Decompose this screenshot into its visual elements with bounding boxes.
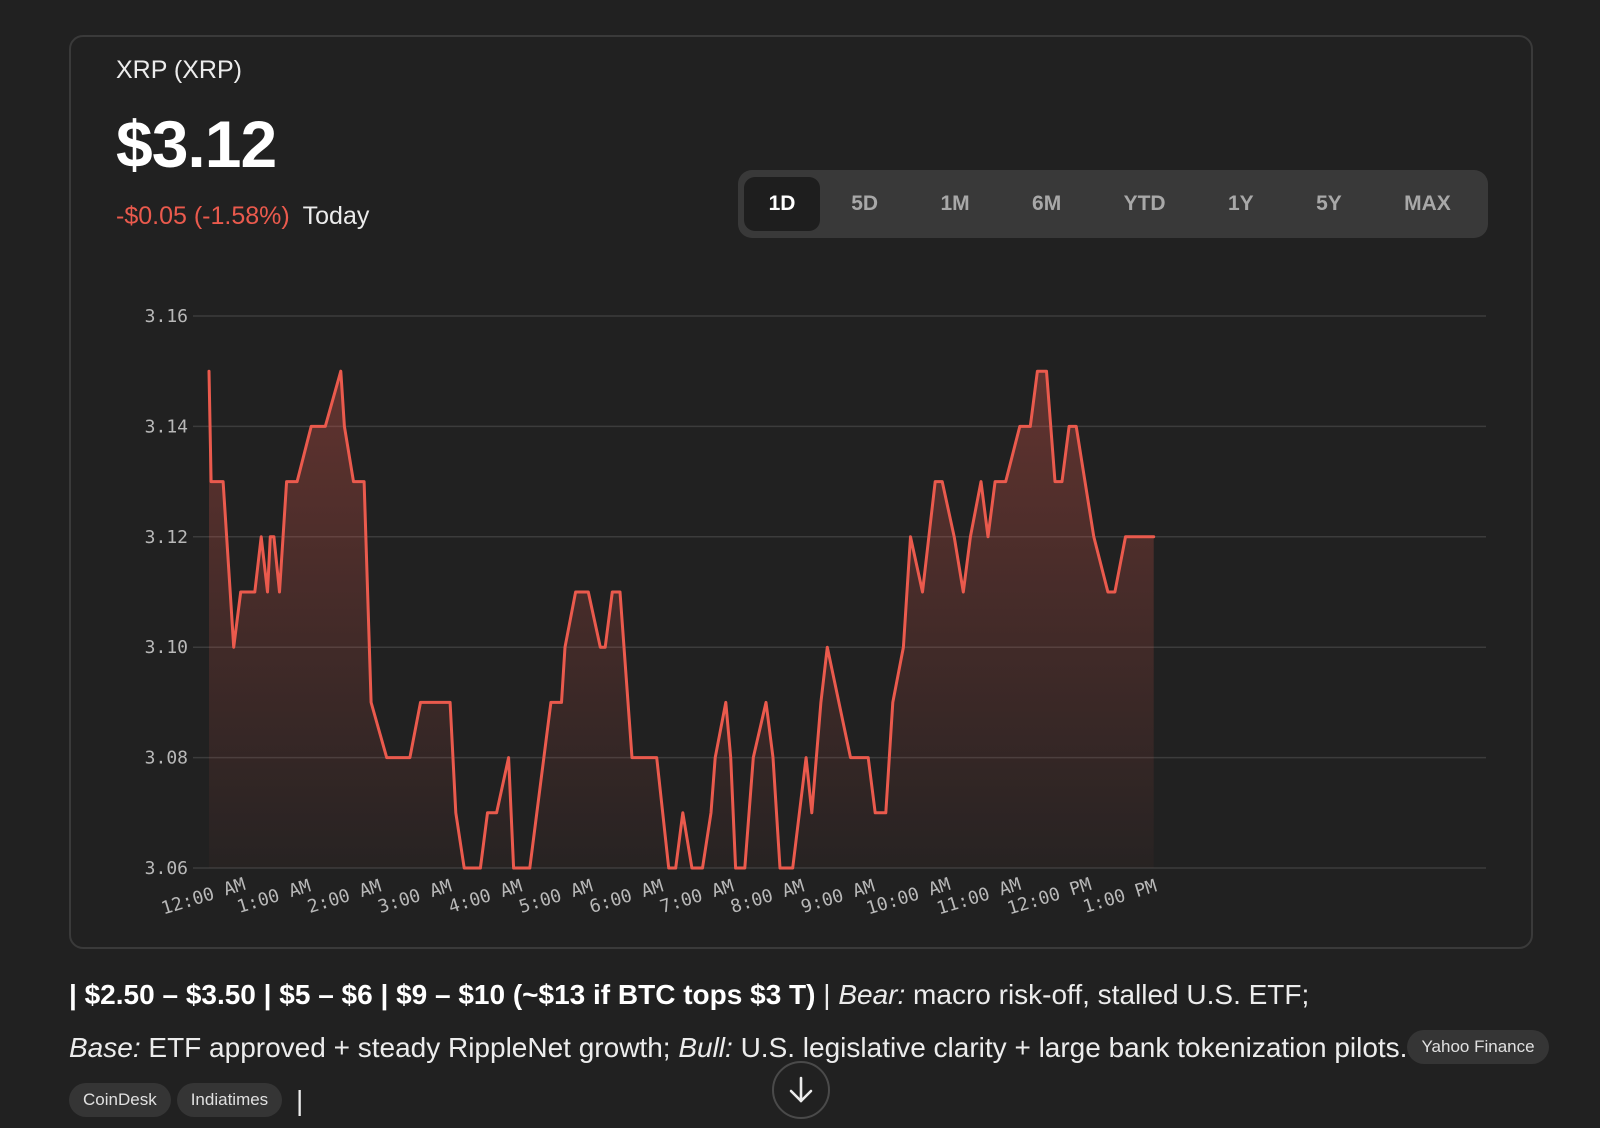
x-tick-label: 4:00 AM: [446, 876, 525, 918]
price-change: -$0.05 (-1.58%): [116, 202, 290, 230]
forecast-summary: | $2.50 – $3.50 | $5 – $6 | $9 – $10 (~$…: [69, 968, 1559, 1127]
source-pill-coindesk[interactable]: CoinDesk: [69, 1082, 171, 1117]
x-tick-label: 1:00 PM: [1081, 876, 1160, 918]
x-tick-label: 9:00 AM: [799, 876, 878, 918]
range-tab-1y[interactable]: 1Y: [1227, 192, 1254, 215]
separator: |: [815, 979, 839, 1010]
arrow-down-icon: [789, 1076, 813, 1103]
price-area-fill: [209, 371, 1154, 868]
x-tick-label: 6:00 AM: [587, 876, 666, 918]
range-tab-ytd[interactable]: YTD: [1123, 192, 1166, 215]
bear-case: macro risk-off, stalled U.S. ETF;: [905, 979, 1310, 1010]
source-pill-indiatimes[interactable]: Indiatimes: [176, 1082, 283, 1117]
y-tick-label: 3.16: [145, 306, 188, 327]
range-tab-5y[interactable]: 5Y: [1316, 192, 1342, 215]
time-range-selector: 1D 5D 1M 6M YTD 1Y 5Y MAX: [738, 170, 1488, 238]
price-change-row: -$0.05 (-1.58%) Today: [116, 202, 369, 231]
bull-label: Bull:: [678, 1032, 733, 1063]
scroll-down-button[interactable]: [772, 1061, 830, 1119]
range-tab-1d[interactable]: 1D: [744, 177, 820, 231]
y-tick-label: 3.14: [145, 416, 188, 437]
stock-card: [69, 35, 1533, 949]
y-tick-label: 3.10: [145, 637, 188, 658]
range-tab-max[interactable]: MAX: [1404, 192, 1451, 215]
current-price: $3.12: [116, 107, 277, 181]
bear-label: Bear:: [838, 979, 906, 1010]
range-tab-6m[interactable]: 6M: [1032, 192, 1062, 215]
range-tab-5d[interactable]: 5D: [851, 192, 879, 215]
price-targets: | $2.50 – $3.50 | $5 – $6 | $9 – $10 (~$…: [69, 979, 816, 1010]
x-tick-label: 8:00 AM: [728, 876, 807, 918]
base-case: ETF approved + steady RippleNet growth;: [140, 1032, 679, 1063]
base-label: Base:: [69, 1032, 141, 1063]
asset-name: XRP (XRP): [116, 56, 242, 84]
x-tick-label: 1:00 AM: [235, 876, 314, 918]
x-tick-label: 7:00 AM: [658, 876, 737, 918]
y-tick-label: 3.06: [145, 858, 188, 879]
bull-case: U.S. legislative clarity + large bank to…: [732, 1032, 1408, 1063]
trailing-separator: |: [288, 1085, 304, 1116]
y-tick-label: 3.12: [145, 527, 188, 548]
source-pill-yahoo-finance[interactable]: Yahoo Finance: [1407, 1029, 1549, 1064]
x-tick-label: 2:00 AM: [305, 876, 384, 918]
x-tick-label: 5:00 AM: [517, 876, 596, 918]
change-period: Today: [302, 202, 370, 230]
price-chart: 3.163.143.123.103.083.06 12:00 AM1:00 AM…: [145, 306, 1486, 919]
y-tick-label: 3.08: [145, 748, 188, 769]
x-tick-label: 3:00 AM: [376, 876, 455, 918]
price-line: [207, 369, 1156, 870]
range-tab-1m[interactable]: 1M: [940, 192, 970, 215]
